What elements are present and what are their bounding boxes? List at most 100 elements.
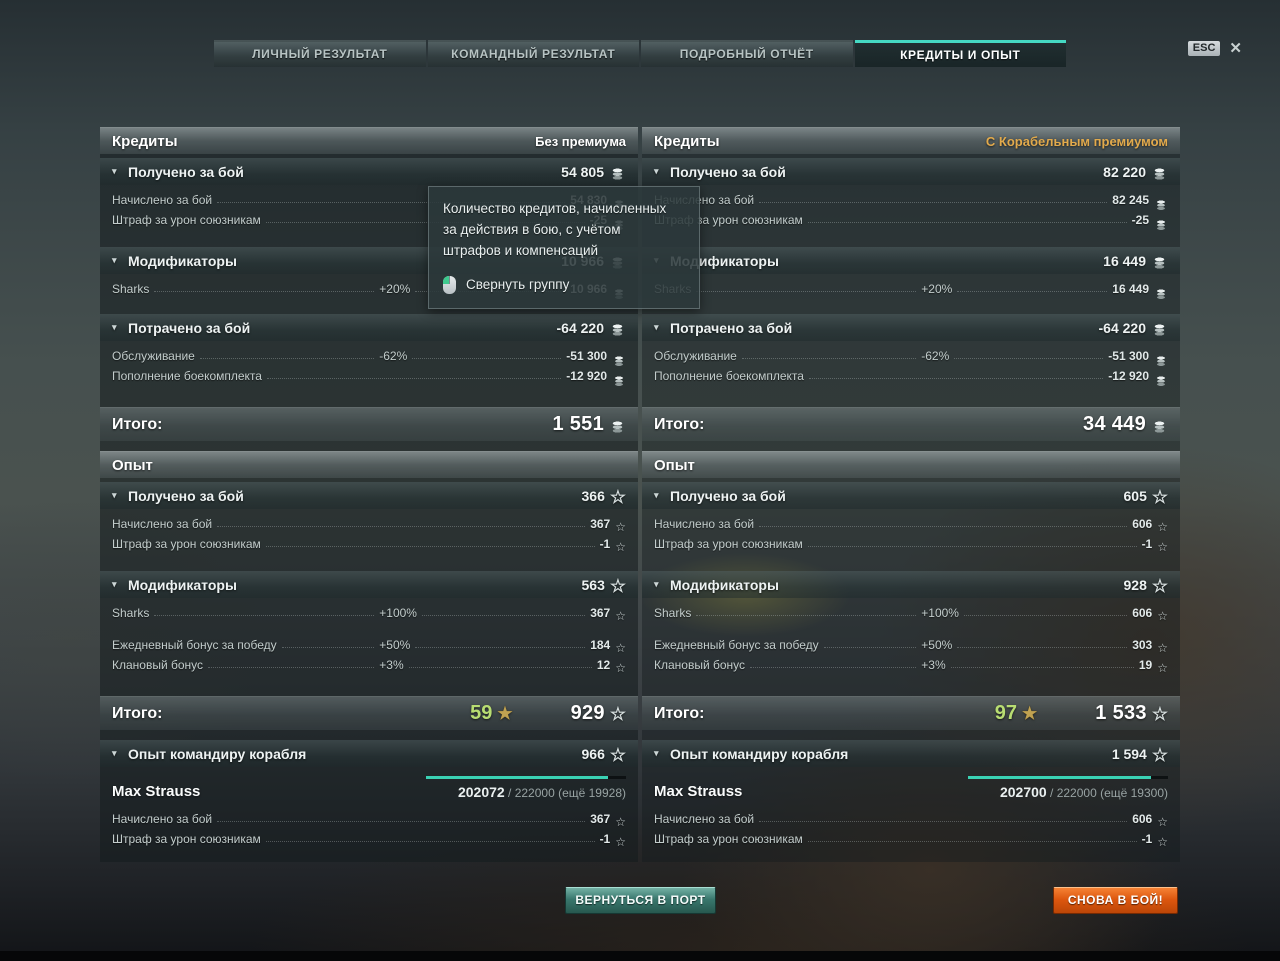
row-label: Штраф за урон союзникам (112, 832, 261, 846)
section-value: 82 220 (1103, 163, 1146, 180)
total-label: Итого: (112, 704, 163, 722)
credits-icon (1154, 355, 1168, 367)
section-title: Модификаторы (128, 252, 237, 269)
section-title: Получено за бой (670, 163, 786, 180)
row-value: 303 (1132, 638, 1153, 652)
tab-team-result[interactable]: КОМАНДНЫЙ РЕЗУЛЬТАТ (427, 40, 639, 67)
credits-title: Кредиты (654, 132, 720, 150)
section-title: Потрачено за бой (128, 319, 251, 336)
xp-star-icon (615, 541, 626, 553)
xp-total-value: 1 533 (1095, 702, 1147, 724)
table-row: Клановый бонус +3% 19 (642, 654, 1180, 674)
table-row: Начислено за бой 606 (642, 513, 1180, 533)
commander-xp-progress: 202700 / 222000 (ещё 19300) (968, 776, 1168, 800)
close-icon[interactable]: ✕ (1229, 40, 1242, 57)
free-xp-value: 59 (470, 702, 493, 724)
xp-star-icon (1157, 521, 1168, 533)
commander-row: Max Strauss 202700 / 222000 (ещё 19300) (642, 767, 1180, 804)
section-credits-earned[interactable]: Получено за бой 82 220 (642, 158, 1180, 185)
xp-total-bar: Итого: 97 1 533 (642, 696, 1180, 730)
table-row: Начислено за бой 606 (642, 808, 1180, 828)
section-xp-modifiers[interactable]: Модификаторы 928 (642, 571, 1180, 598)
commander-xp-remaining: / 222000 (ещё 19928) (508, 786, 626, 800)
section-value: -64 220 (1098, 319, 1146, 336)
xp-star-icon (615, 836, 626, 848)
credits-header-right: Кредиты С Корабельным премиумом (642, 127, 1180, 154)
row-percent: -62% (379, 349, 408, 363)
tab-credits-and-xp[interactable]: КРЕДИТЫ И ОПЫТ (854, 40, 1066, 67)
xp-star-icon (615, 662, 626, 674)
section-xp-earned[interactable]: Получено за бой 366 (100, 482, 638, 509)
row-percent: +20% (921, 282, 953, 296)
xp-total-value: 929 (570, 702, 605, 724)
tab-personal-result[interactable]: ЛИЧНЫЙ РЕЗУЛЬТАТ (214, 40, 426, 67)
section-credits-spent[interactable]: Потрачено за бой -64 220 (100, 314, 638, 341)
section-title: Опыт командиру корабля (128, 745, 307, 762)
progress-fill (426, 776, 608, 779)
collapse-icon (112, 490, 128, 501)
section-title: Модификаторы (128, 576, 237, 593)
section-xp-modifiers[interactable]: Модификаторы 563 (100, 571, 638, 598)
row-value: 606 (1132, 812, 1153, 826)
panel-with-premium: Кредиты С Корабельным премиумом Получено… (642, 127, 1180, 862)
section-commander-xp[interactable]: Опыт командиру корабля 966 (100, 740, 638, 767)
credits-icon (609, 322, 626, 337)
row-value: -51 300 (1108, 349, 1149, 363)
row-label: Начислено за бой (654, 517, 755, 531)
section-title: Получено за бой (128, 163, 244, 180)
credits-icon (612, 375, 626, 387)
collapse-icon (654, 579, 670, 590)
letterbox-bar (0, 951, 1280, 961)
section-value: 54 805 (561, 163, 604, 180)
section-credits-earned[interactable]: Получено за бой 54 805 (100, 158, 638, 185)
row-value: -1 (1141, 537, 1153, 551)
row-value: -1 (599, 832, 611, 846)
row-value: 184 (590, 638, 611, 652)
section-credits-modifiers[interactable]: Модификаторы 16 449 (642, 247, 1180, 274)
section-commander-xp[interactable]: Опыт командиру корабля 1 594 (642, 740, 1180, 767)
table-row: Штраф за урон союзникам -25 (642, 209, 1180, 231)
premium-mode-label: Без премиума (535, 133, 626, 149)
commander-xp-current: 202072 (457, 784, 505, 800)
xp-total-bar: Итого: 59 929 (100, 696, 638, 730)
row-value: 606 (1132, 606, 1153, 620)
section-title: Модификаторы (670, 576, 779, 593)
tab-detailed-report[interactable]: ПОДРОБНЫЙ ОТЧЁТ (641, 40, 853, 67)
credits-total-value: 1 551 (552, 413, 604, 435)
row-percent: +100% (379, 606, 417, 620)
table-row: Клановый бонус +3% 12 (100, 654, 638, 674)
xp-star-icon (1157, 662, 1168, 674)
row-percent: +3% (379, 658, 404, 672)
credits-icon (1151, 166, 1168, 181)
credits-icon (1151, 255, 1168, 270)
row-value: -51 300 (566, 349, 607, 363)
battle-again-button[interactable]: СНОВА В БОЙ! (1053, 887, 1178, 914)
collapse-icon (112, 255, 128, 266)
row-label: Штраф за урон союзникам (654, 832, 803, 846)
free-xp-star-icon (1022, 705, 1037, 723)
row-value: -1 (599, 537, 611, 551)
return-to-port-button[interactable]: ВЕРНУТЬСЯ В ПОРТ (565, 887, 716, 914)
xp-star-icon (615, 642, 626, 654)
row-label: Sharks (654, 606, 692, 620)
row-label: Обслуживание (112, 349, 195, 363)
credits-total-bar: Итого: 34 449 (642, 407, 1180, 441)
section-xp-earned[interactable]: Получено за бой 605 (642, 482, 1180, 509)
xp-star-icon (1157, 642, 1168, 654)
table-row: Начислено за бой 367 (100, 808, 638, 828)
section-credits-spent[interactable]: Потрачено за бой -64 220 (642, 314, 1180, 341)
row-percent: +50% (379, 638, 411, 652)
row-label: Штраф за урон союзникам (112, 537, 261, 551)
tooltip-text: Количество кредитов, начисленных (443, 201, 667, 216)
collapse-icon (654, 490, 670, 501)
commander-xp-current: 202700 (999, 784, 1047, 800)
table-row: Sharks +20% 16 449 (642, 278, 1180, 300)
table-row: Пополнение боекомплекта -12 920 (642, 365, 1180, 387)
row-value: 367 (590, 606, 611, 620)
collapse-icon (112, 322, 128, 333)
table-row: Штраф за урон союзникам -1 (100, 533, 638, 553)
row-label: Клановый бонус (654, 658, 746, 672)
section-value: 966 (581, 745, 605, 762)
credits-total-bar: Итого: 1 551 (100, 407, 638, 441)
row-value: -1 (1141, 832, 1153, 846)
